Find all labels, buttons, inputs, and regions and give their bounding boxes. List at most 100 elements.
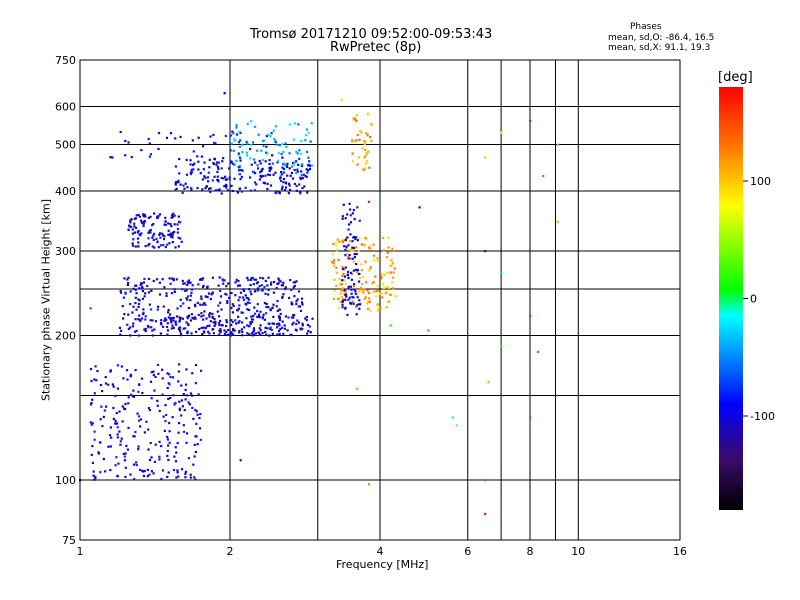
data-point [222, 177, 225, 180]
data-point [119, 289, 122, 293]
data-point [286, 174, 289, 177]
data-point [141, 469, 144, 473]
data-point [177, 475, 180, 478]
data-point [217, 284, 220, 287]
data-point [164, 220, 167, 223]
data-point [103, 409, 106, 412]
data-point [301, 186, 304, 190]
data-point [156, 363, 160, 367]
data-point [364, 162, 367, 165]
data-point [165, 413, 168, 417]
data-point [119, 333, 122, 336]
data-point [235, 322, 238, 325]
data-point [186, 331, 189, 334]
data-point [173, 288, 176, 291]
data-point [116, 436, 119, 439]
data-point [165, 318, 168, 322]
data-point [282, 181, 285, 184]
data-point [332, 262, 335, 265]
data-point [126, 323, 129, 326]
data-point [237, 279, 240, 283]
data-point [263, 285, 266, 289]
data-point [381, 296, 384, 299]
data-point [144, 318, 147, 321]
data-point [220, 176, 223, 180]
data-point [92, 470, 95, 473]
data-point [238, 331, 241, 334]
data-point [383, 273, 386, 277]
data-point [247, 278, 250, 282]
data-point [186, 280, 189, 283]
data-point [341, 299, 344, 302]
data-point [268, 162, 271, 166]
data-point [192, 168, 195, 171]
data-point [225, 330, 228, 334]
data-point [101, 424, 104, 428]
data-point [130, 156, 133, 159]
data-point [133, 231, 137, 234]
data-point [368, 166, 371, 169]
data-point [220, 167, 223, 170]
data-point [529, 314, 532, 317]
data-point [127, 313, 130, 316]
data-point [150, 456, 153, 459]
data-point [138, 299, 141, 302]
data-point [334, 243, 337, 246]
data-point [167, 382, 170, 385]
data-point [121, 420, 124, 423]
data-point [349, 249, 353, 252]
axis-ticks: 1 2 4 6 8 10 16 75 100 200 300 400 500 600 750 [55, 54, 687, 558]
data-point [256, 149, 259, 152]
data-point [301, 303, 304, 306]
data-point [266, 182, 269, 186]
data-point [346, 257, 350, 260]
data-point [249, 157, 252, 160]
data-point [272, 129, 275, 132]
data-point [352, 208, 355, 212]
data-point [391, 276, 395, 279]
data-point [353, 253, 356, 256]
data-point [235, 124, 238, 127]
data-point [274, 171, 277, 174]
data-point [162, 238, 166, 241]
data-point [177, 431, 180, 434]
data-point [372, 254, 376, 257]
data-point [341, 215, 344, 218]
data-point [181, 405, 184, 408]
data-point [207, 330, 210, 333]
colorbar-ticks: 100 0 -100 [743, 175, 775, 423]
data-point [196, 413, 199, 416]
data-point [343, 289, 346, 292]
data-point [166, 329, 170, 332]
data-point [160, 444, 163, 448]
data-point [236, 308, 239, 312]
data-point [200, 278, 204, 281]
data-point [375, 295, 378, 298]
data-point [307, 329, 310, 333]
data-point [259, 276, 262, 279]
data-point [179, 334, 183, 337]
data-point [156, 399, 159, 402]
data-point [381, 272, 384, 275]
data-point [160, 319, 163, 322]
data-point [162, 415, 165, 418]
data-point [198, 328, 201, 331]
data-point [116, 433, 119, 436]
data-point [176, 469, 179, 472]
data-point [225, 184, 228, 187]
data-point [271, 322, 274, 325]
data-point [248, 147, 252, 151]
data-point [234, 281, 237, 284]
data-point [288, 123, 291, 126]
data-point [158, 281, 161, 284]
data-point [166, 372, 169, 375]
data-point [182, 282, 185, 285]
data-point [368, 291, 371, 295]
data-point [309, 140, 312, 143]
data-point [137, 305, 140, 308]
data-point [232, 327, 235, 331]
data-point [348, 295, 352, 299]
data-point [299, 177, 302, 181]
data-point [455, 424, 458, 427]
data-point [133, 478, 136, 481]
